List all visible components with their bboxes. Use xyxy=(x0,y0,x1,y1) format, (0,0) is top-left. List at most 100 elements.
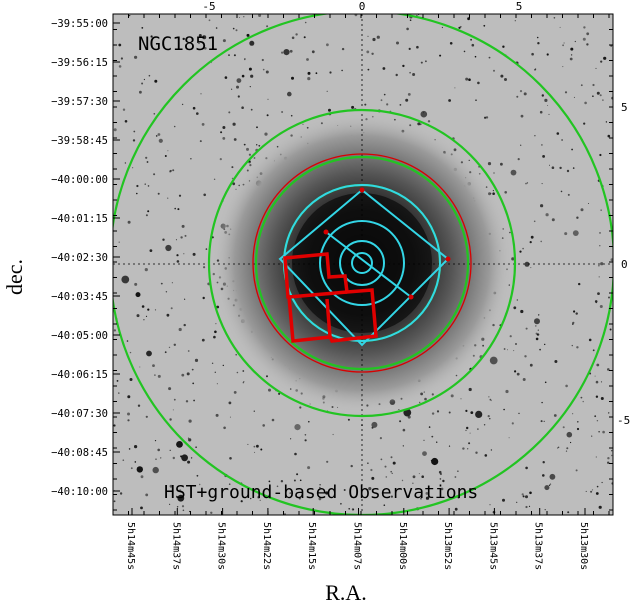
star xyxy=(541,94,544,97)
star xyxy=(406,27,409,31)
star xyxy=(192,382,195,385)
star xyxy=(187,350,190,352)
star xyxy=(583,122,586,125)
ra-tick-label: 5h13m37s xyxy=(533,522,544,570)
star xyxy=(136,184,139,188)
star xyxy=(457,470,459,472)
star xyxy=(199,140,202,143)
star xyxy=(571,148,573,151)
star xyxy=(153,173,156,176)
star xyxy=(289,49,293,53)
star xyxy=(502,45,505,48)
star xyxy=(448,445,451,447)
star xyxy=(607,461,610,464)
star xyxy=(290,114,293,117)
star xyxy=(537,42,540,45)
star xyxy=(598,276,600,278)
star xyxy=(228,54,230,56)
star xyxy=(436,441,438,443)
star xyxy=(576,427,580,431)
star xyxy=(423,439,425,441)
star xyxy=(268,388,271,392)
star xyxy=(368,487,372,491)
star xyxy=(250,497,252,500)
star xyxy=(567,193,570,196)
star xyxy=(524,355,527,358)
star xyxy=(304,439,307,442)
star xyxy=(307,466,311,470)
star xyxy=(548,113,550,115)
star xyxy=(402,428,406,432)
ra-tick-label: 5h14m15s xyxy=(306,522,317,570)
ra-tick-label: 5h14m30s xyxy=(216,522,227,570)
star xyxy=(283,49,290,56)
star xyxy=(128,448,131,450)
star xyxy=(173,343,176,346)
star xyxy=(247,443,249,445)
star xyxy=(607,457,610,460)
star xyxy=(173,398,176,401)
star xyxy=(507,349,508,351)
star xyxy=(533,220,536,223)
star xyxy=(422,451,427,456)
star xyxy=(399,420,402,423)
star xyxy=(438,470,442,474)
star xyxy=(132,139,136,142)
star xyxy=(241,74,245,78)
star xyxy=(181,454,189,462)
star xyxy=(143,319,145,321)
star xyxy=(168,346,171,349)
star xyxy=(122,459,125,462)
star xyxy=(458,26,461,29)
star xyxy=(477,81,480,85)
star xyxy=(147,210,150,213)
star xyxy=(611,454,613,457)
dec-tick-label: −39:55:00 xyxy=(51,18,108,30)
star xyxy=(259,499,261,501)
star xyxy=(351,508,355,511)
star xyxy=(154,309,157,311)
star xyxy=(594,415,597,418)
star xyxy=(419,401,421,404)
star xyxy=(367,35,369,37)
star xyxy=(214,330,217,334)
star xyxy=(542,461,545,464)
star xyxy=(511,422,514,425)
star xyxy=(504,191,508,194)
top-tick-label: 0 xyxy=(359,0,366,13)
star xyxy=(181,103,184,106)
y-axis-title: dec. xyxy=(2,259,27,295)
star xyxy=(246,33,250,37)
red-circle xyxy=(252,153,472,373)
star xyxy=(124,120,128,123)
star xyxy=(590,490,593,493)
star xyxy=(566,447,569,450)
star xyxy=(232,122,236,126)
star xyxy=(580,208,584,212)
star xyxy=(233,138,237,141)
star xyxy=(116,380,119,382)
star xyxy=(572,413,574,415)
star xyxy=(267,98,269,100)
star xyxy=(516,501,518,503)
star xyxy=(347,418,350,421)
star xyxy=(140,506,143,510)
star xyxy=(611,450,613,452)
star xyxy=(534,318,540,325)
star xyxy=(502,498,505,502)
star xyxy=(466,426,469,430)
star xyxy=(572,167,575,169)
star xyxy=(534,68,537,70)
star xyxy=(231,177,234,180)
star xyxy=(500,74,504,78)
star xyxy=(118,392,120,394)
star xyxy=(545,213,549,217)
star xyxy=(141,27,144,29)
star xyxy=(129,351,132,354)
star xyxy=(266,114,269,117)
star xyxy=(160,282,163,285)
star xyxy=(556,132,560,135)
star xyxy=(145,415,148,418)
star xyxy=(370,468,373,472)
star xyxy=(598,431,600,433)
